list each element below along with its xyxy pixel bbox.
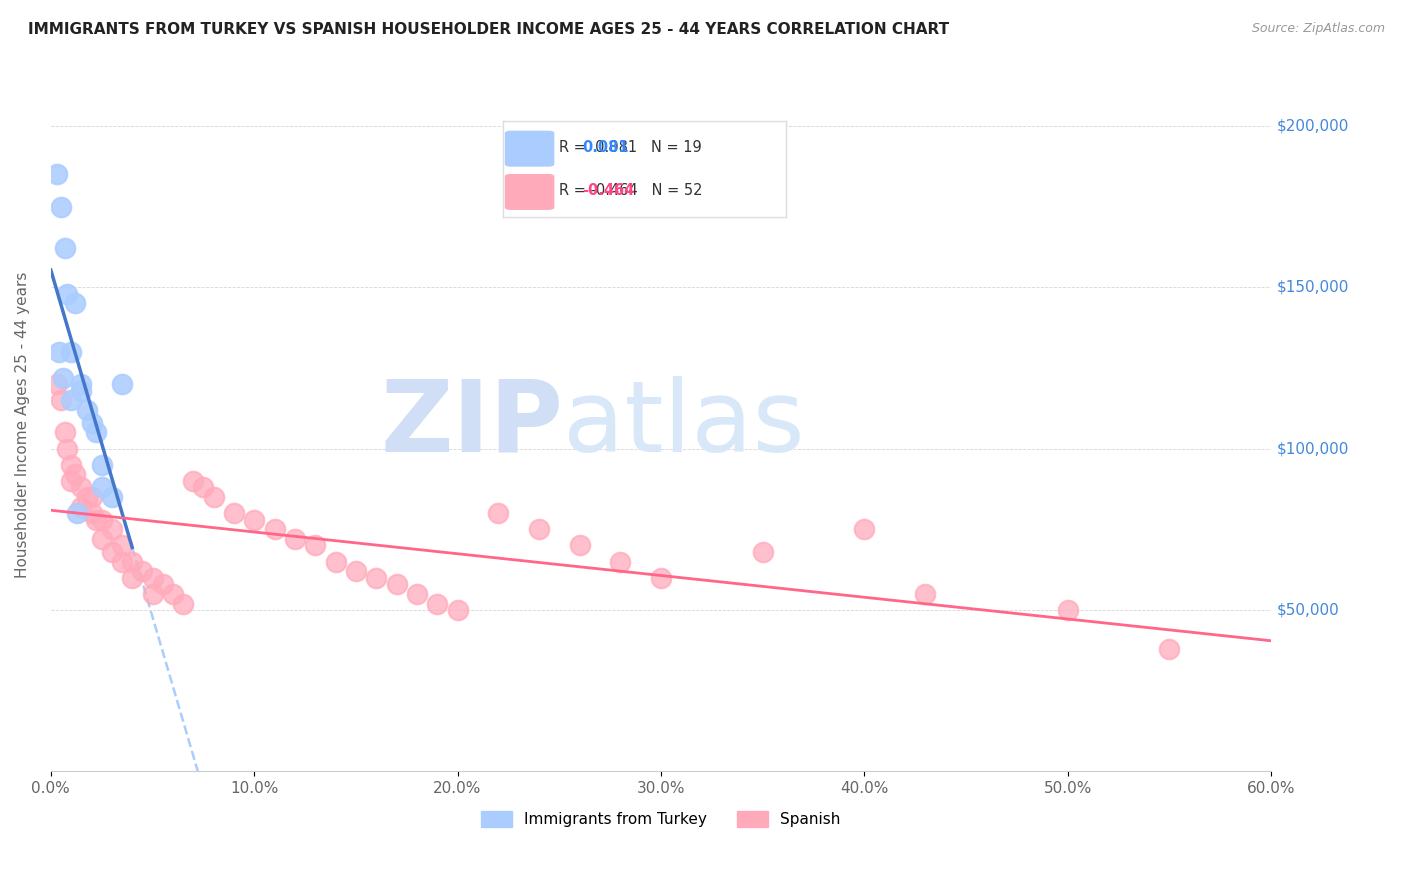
Point: [193, 480, 215, 494]
Point: [222, 506, 245, 520]
Point: [66, 506, 89, 520]
Point: [45, 377, 67, 392]
Point: [90, 532, 112, 546]
Point: [527, 522, 550, 536]
Point: [406, 587, 429, 601]
Point: [111, 555, 134, 569]
Point: [853, 522, 876, 536]
Point: [486, 506, 509, 520]
Point: [141, 571, 163, 585]
Point: [1056, 603, 1078, 617]
Point: [344, 564, 367, 578]
Point: [181, 474, 204, 488]
Point: [49, 393, 72, 408]
Text: atlas: atlas: [564, 376, 804, 473]
Point: [80, 506, 103, 520]
Point: [366, 571, 388, 585]
Point: [1159, 641, 1181, 656]
Y-axis label: Householder Income Ages 25 - 44 years: Householder Income Ages 25 - 44 years: [15, 271, 30, 578]
Point: [609, 555, 631, 569]
Point: [101, 545, 124, 559]
Point: [76, 402, 98, 417]
Point: [90, 458, 112, 472]
Text: IMMIGRANTS FROM TURKEY VS SPANISH HOUSEHOLDER INCOME AGES 25 - 44 YEARS CORRELAT: IMMIGRANTS FROM TURKEY VS SPANISH HOUSEH…: [28, 22, 949, 37]
Point: [53, 425, 76, 440]
Point: [121, 555, 143, 569]
Point: [131, 564, 153, 578]
Point: [325, 555, 347, 569]
Point: [446, 603, 468, 617]
Text: R =  0.081   N = 19: R = 0.081 N = 19: [560, 140, 702, 155]
Text: ZIP: ZIP: [381, 376, 564, 473]
Point: [111, 377, 134, 392]
Text: $150,000: $150,000: [1277, 280, 1350, 294]
Point: [121, 571, 143, 585]
Point: [80, 416, 103, 430]
Point: [84, 425, 107, 440]
Point: [70, 480, 93, 494]
Text: R = -0.464   N = 52: R = -0.464 N = 52: [560, 184, 703, 199]
FancyBboxPatch shape: [506, 175, 554, 210]
Point: [80, 490, 103, 504]
Text: -0.464: -0.464: [582, 184, 634, 199]
Point: [60, 458, 83, 472]
Point: [751, 545, 773, 559]
Point: [101, 522, 124, 536]
Point: [152, 577, 174, 591]
Point: [111, 538, 134, 552]
Point: [76, 490, 98, 504]
Point: [162, 587, 184, 601]
Point: [53, 242, 76, 256]
Point: [90, 480, 112, 494]
Text: 0.081: 0.081: [582, 140, 628, 155]
Point: [52, 370, 75, 384]
Point: [45, 167, 67, 181]
Point: [385, 577, 408, 591]
Legend: Immigrants from Turkey, Spanish: Immigrants from Turkey, Spanish: [475, 805, 846, 833]
Point: [650, 571, 672, 585]
Point: [568, 538, 591, 552]
Point: [60, 344, 83, 359]
Point: [914, 587, 936, 601]
Point: [101, 490, 124, 504]
Point: [141, 587, 163, 601]
Point: [263, 522, 285, 536]
Text: Source: ZipAtlas.com: Source: ZipAtlas.com: [1251, 22, 1385, 36]
Point: [56, 442, 79, 456]
Point: [426, 597, 449, 611]
Point: [284, 532, 307, 546]
Point: [304, 538, 326, 552]
Point: [60, 393, 83, 408]
Text: $100,000: $100,000: [1277, 442, 1350, 456]
Point: [84, 513, 107, 527]
Point: [48, 344, 70, 359]
Text: $200,000: $200,000: [1277, 119, 1350, 133]
Point: [65, 296, 87, 310]
Point: [202, 490, 225, 504]
Text: $50,000: $50,000: [1277, 602, 1340, 617]
FancyBboxPatch shape: [506, 131, 554, 166]
Point: [60, 474, 83, 488]
Point: [70, 377, 93, 392]
Point: [70, 500, 93, 514]
Point: [243, 513, 266, 527]
Point: [70, 384, 93, 398]
Point: [65, 467, 87, 482]
Point: [90, 513, 112, 527]
Point: [56, 286, 79, 301]
Point: [172, 597, 194, 611]
Point: [49, 200, 72, 214]
